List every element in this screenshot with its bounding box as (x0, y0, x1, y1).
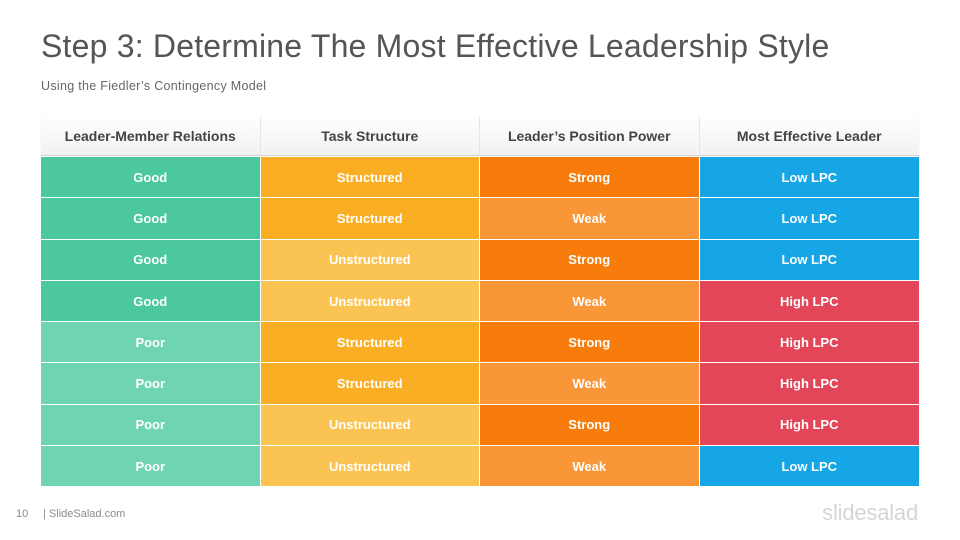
position-power-cell: Strong (480, 322, 700, 363)
table-row: Good Structured Strong Low LPC (41, 156, 919, 198)
task-structure-cell: Unstructured (260, 280, 480, 322)
header-most-effective-leader: Most Effective Leader (736, 127, 882, 144)
slide-subtitle: Using the Fiedler’s Contingency Model (41, 79, 267, 93)
task-structure-cell: Unstructured (260, 239, 480, 280)
position-power-cell: Strong (480, 239, 700, 280)
position-power-cell: Weak (480, 363, 700, 404)
table-row: Poor Structured Strong High LPC (41, 321, 919, 363)
table-row: Poor Unstructured Weak Low LPC (41, 445, 919, 487)
slide-title: Step 3: Determine The Most Effective Lea… (41, 28, 830, 64)
effective-leader-cell: Low LPC (699, 157, 919, 198)
task-structure-cell: Structured (260, 198, 480, 239)
table-row: Poor Unstructured Strong High LPC (41, 403, 919, 446)
position-power-cell: Weak (480, 280, 700, 322)
effective-leader-cell: Low LPC (699, 239, 919, 280)
table-header-row: Leader-Member Relations Task Structure L… (41, 116, 919, 156)
task-structure-cell: Structured (260, 322, 480, 363)
contingency-table: Leader-Member Relations Task Structure L… (41, 116, 919, 487)
relations-cell: Good (41, 157, 261, 198)
relations-cell: Good (41, 239, 261, 280)
header-task-structure: Task Structure (261, 116, 480, 155)
table-row: Good Unstructured Strong Low LPC (41, 238, 919, 280)
effective-leader-cell: Low LPC (699, 198, 919, 239)
task-structure-cell: Unstructured (260, 404, 480, 446)
table-row: Good Structured Weak Low LPC (41, 197, 919, 239)
task-structure-cell: Structured (260, 363, 480, 404)
effective-leader-cell: High LPC (699, 280, 919, 322)
header-position-power: Leader’s Position Power (480, 116, 700, 155)
footer-site: | SlideSalad.com (43, 508, 126, 520)
table-row: Poor Structured Weak High LPC (41, 362, 919, 404)
relations-cell: Poor (41, 363, 261, 404)
effective-leader-cell: High LPC (699, 363, 919, 404)
position-power-cell: Strong (480, 404, 700, 446)
effective-leader-cell: High LPC (699, 322, 919, 363)
table-row: Good Unstructured Weak High LPC (41, 279, 919, 322)
relations-cell: Poor (41, 322, 261, 363)
position-power-cell: Weak (480, 446, 700, 487)
header-leader-member-relations: Leader-Member Relations (41, 116, 261, 155)
effective-leader-cell: High LPC (699, 404, 919, 446)
task-structure-cell: Structured (260, 157, 480, 198)
relations-cell: Good (41, 198, 261, 239)
effective-leader-cell: Low LPC (699, 446, 919, 487)
table-body: Good Structured Strong Low LPC Good Structure… (41, 156, 919, 487)
relations-cell: Poor (41, 446, 261, 487)
position-power-cell: Weak (480, 198, 700, 239)
relations-cell: Poor (41, 404, 261, 446)
slidesalad-logo: slidesalad (822, 500, 918, 525)
page-number: 10 (16, 508, 29, 520)
relations-cell: Good (41, 280, 261, 322)
task-structure-cell: Unstructured (260, 446, 480, 487)
position-power-cell: Strong (480, 157, 700, 198)
